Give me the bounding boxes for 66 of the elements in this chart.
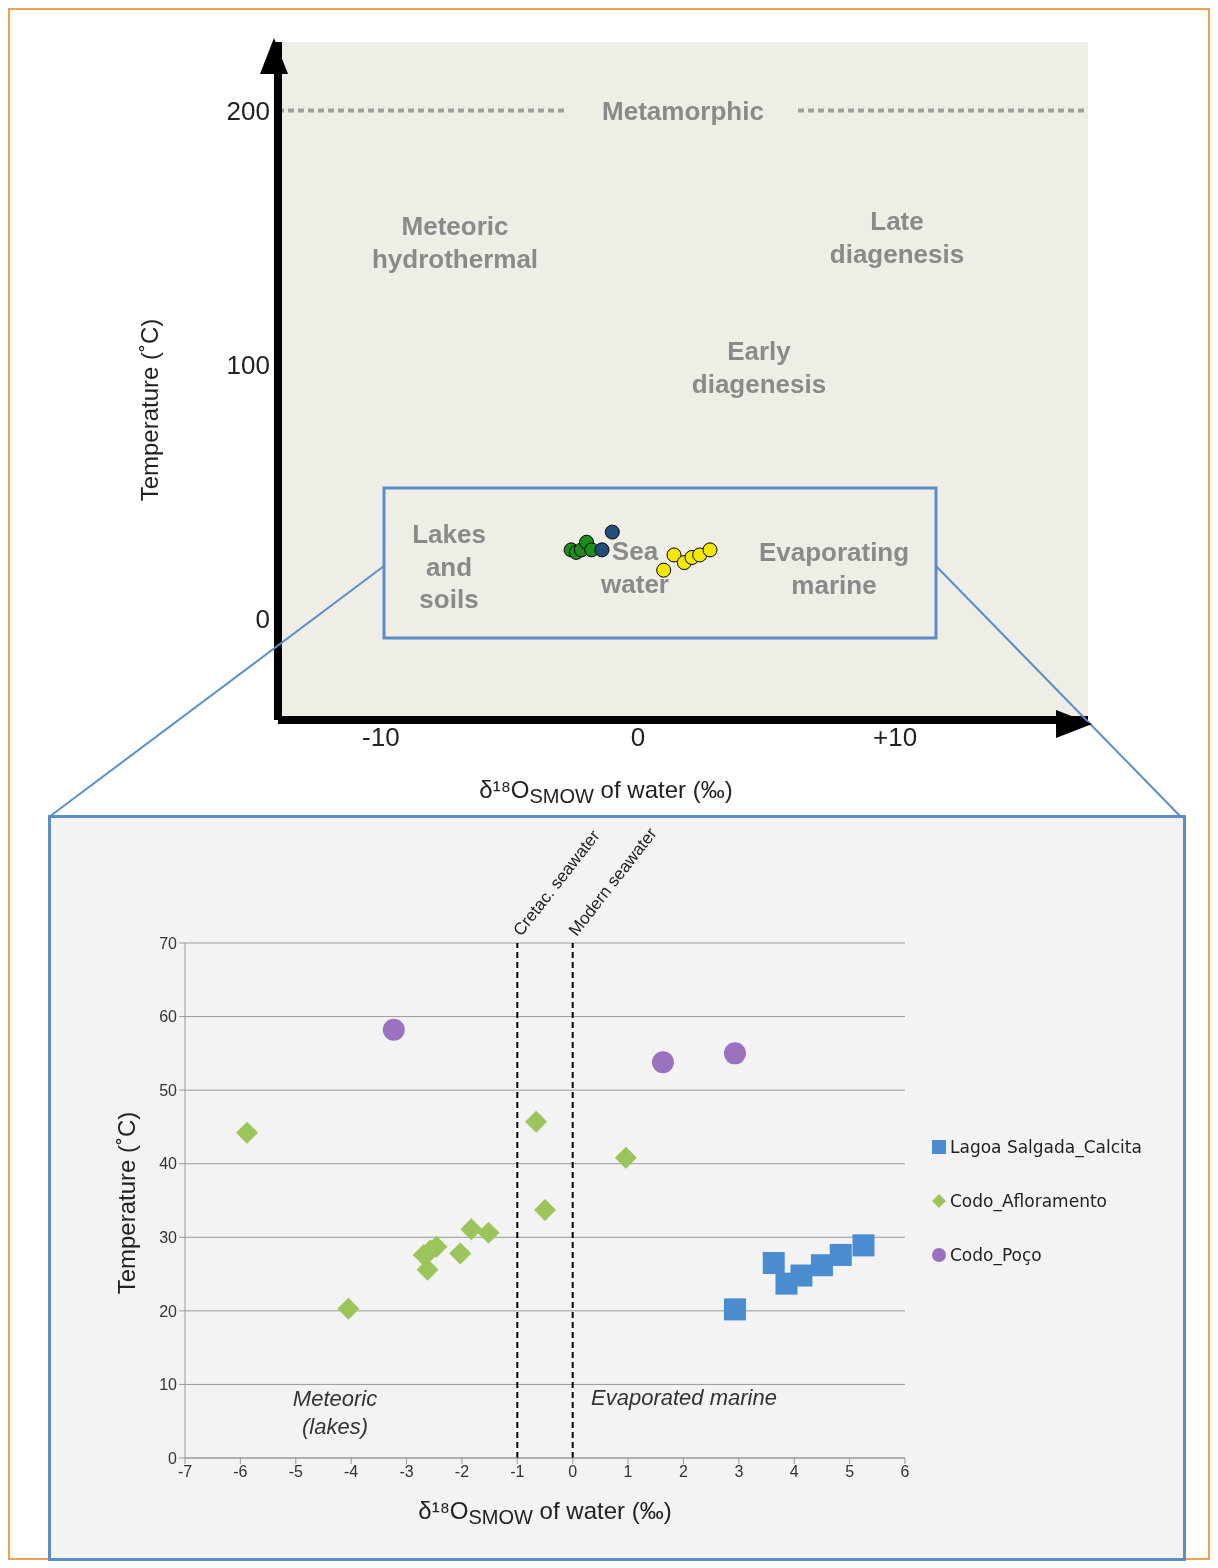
x-axis-title: δ¹⁸O$_{SMOW}$ of water (‰) <box>479 775 733 809</box>
x-tick-label: -3 <box>399 1463 414 1481</box>
y-tick-label: 10 <box>159 1376 178 1394</box>
x-tick-label: -6 <box>233 1463 248 1481</box>
point <box>829 1243 852 1266</box>
x-tick-label: -5 <box>288 1463 303 1481</box>
x-tick-label: 4 <box>789 1463 799 1481</box>
y-tick-label: 40 <box>159 1155 178 1173</box>
x-tick-label: -2 <box>454 1463 470 1481</box>
x-tick-label: 6 <box>900 1463 910 1481</box>
y-tick-label: 200 <box>226 95 270 126</box>
point <box>449 1242 472 1265</box>
y-tick-label: 0 <box>168 1449 178 1467</box>
y-axis-title: Temperature (˚C) <box>136 318 164 502</box>
x-tick-label: 3 <box>734 1463 744 1481</box>
point <box>852 1234 875 1257</box>
annotation: Meteoric hydrothermal <box>371 209 539 275</box>
x-tick-label: 5 <box>845 1463 855 1481</box>
point <box>810 1254 833 1277</box>
legend-label: Codo_Poço <box>950 1245 1042 1265</box>
point <box>382 1018 405 1041</box>
annotation: Late diagenesis <box>829 204 965 270</box>
point <box>416 1258 439 1281</box>
point <box>723 1042 746 1065</box>
x-tick-label: 1 <box>623 1463 633 1481</box>
y-tick-label: 100 <box>226 349 270 380</box>
y-axis-title: Temperature (˚C) <box>113 1111 141 1295</box>
x-tick-label: 0 <box>630 722 646 753</box>
point <box>604 524 620 540</box>
x-tick-label: 0 <box>568 1463 578 1481</box>
annotation: Evaporating marine <box>758 535 910 601</box>
point <box>723 1298 746 1321</box>
annotation: Meteoric (lakes) <box>292 1384 378 1440</box>
annotation: Lakes and soils <box>412 518 486 616</box>
point <box>666 547 682 563</box>
y-tick-label: 60 <box>159 1008 178 1026</box>
point <box>534 1199 556 1222</box>
point <box>594 542 610 558</box>
point <box>702 542 718 558</box>
y-tick-label: 0 <box>255 603 270 634</box>
x-tick-label: -7 <box>177 1463 193 1481</box>
y-tick-label: 70 <box>159 934 178 952</box>
y-tick-label: 50 <box>159 1081 178 1099</box>
point <box>762 1252 785 1275</box>
point <box>614 1146 637 1169</box>
point <box>790 1264 813 1287</box>
annotation: Sea water <box>601 534 669 600</box>
point <box>236 1121 259 1144</box>
y-tick-label: 30 <box>159 1228 178 1246</box>
y-tick-label: 20 <box>159 1302 178 1320</box>
ref-line-label: Metamorphic <box>602 95 764 126</box>
x-tick-label: +10 <box>873 722 918 753</box>
annotation: Evaporated marine <box>591 1384 777 1412</box>
legend-label: Lagoa Salgada_Calcita <box>950 1137 1142 1157</box>
point <box>651 1051 674 1074</box>
x-tick-label: -4 <box>344 1463 359 1481</box>
annotation: Early diagenesis <box>691 334 827 400</box>
x-axis-title: δ¹⁸O$_{SMOW}$ of water (‰) <box>418 1496 672 1530</box>
point <box>460 1218 483 1241</box>
point <box>477 1221 500 1244</box>
x-tick-label: -10 <box>362 722 400 753</box>
point <box>525 1110 548 1133</box>
legend-label: Codo_Afloramento <box>950 1191 1107 1211</box>
x-tick-label: -1 <box>510 1463 525 1481</box>
point <box>337 1297 360 1320</box>
x-tick-label: 2 <box>679 1463 689 1481</box>
